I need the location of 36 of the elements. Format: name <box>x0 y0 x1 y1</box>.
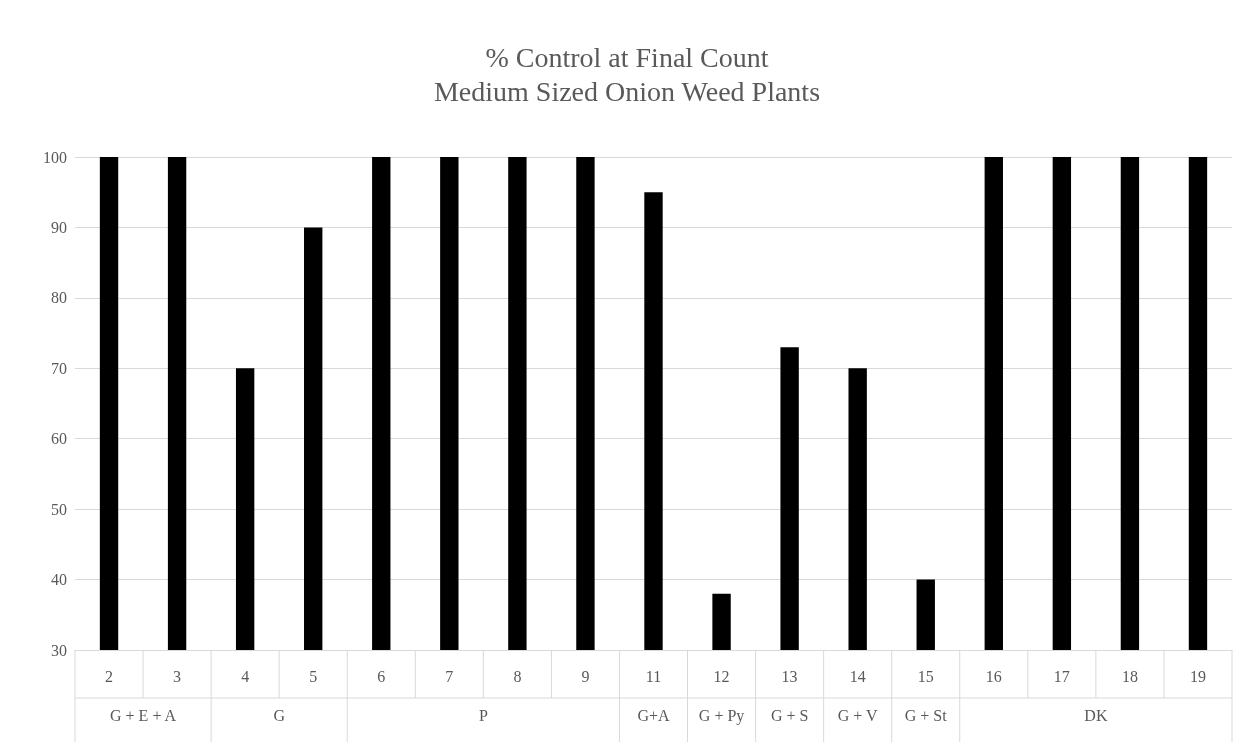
x-tick-label: 17 <box>1053 667 1070 685</box>
text: DK <box>1084 706 1108 724</box>
y-tick-label: 50 <box>51 500 67 518</box>
chart-title: % Control at Final Count <box>485 41 769 73</box>
x-tick-label: 7 <box>445 667 454 685</box>
x-tick-label: 4 <box>241 667 250 685</box>
text: G + Py <box>698 706 745 725</box>
y-tick-label: 60 <box>51 430 67 448</box>
x-tick-label: 12 <box>713 667 730 685</box>
x-tick-label: 6 <box>377 667 386 685</box>
x-tick-label: 15 <box>917 667 934 685</box>
chart-subtitle: Medium Sized Onion Weed Plants <box>433 75 821 107</box>
text: P <box>478 706 488 724</box>
text: G + E + A <box>110 706 177 724</box>
x-tick-label: 8 <box>513 667 522 685</box>
text: G+A <box>637 706 671 724</box>
x-tick-label: 14 <box>849 667 866 685</box>
y-tick-label: 100 <box>43 148 67 166</box>
x-tick-label: 13 <box>781 667 798 685</box>
text: G <box>273 706 286 724</box>
x-tick-label: 3 <box>173 667 182 685</box>
x-tick-label: 19 <box>1189 667 1206 685</box>
text: G + S <box>770 706 809 724</box>
x-tick-label: 16 <box>985 667 1002 685</box>
y-tick-label: 70 <box>51 359 67 377</box>
y-tick-label: 30 <box>51 641 67 659</box>
x-tick-label: 18 <box>1121 667 1138 685</box>
x-tick-label: 9 <box>581 667 590 685</box>
x-tick-label: 2 <box>105 667 114 685</box>
x-tick-label: 11 <box>645 667 662 685</box>
y-tick-label: 90 <box>51 218 67 236</box>
y-tick-label: 80 <box>51 289 67 307</box>
x-tick-label: 5 <box>309 667 318 685</box>
text: G + St <box>904 706 948 724</box>
text: G + V <box>837 706 879 724</box>
y-tick-label: 40 <box>51 571 67 589</box>
